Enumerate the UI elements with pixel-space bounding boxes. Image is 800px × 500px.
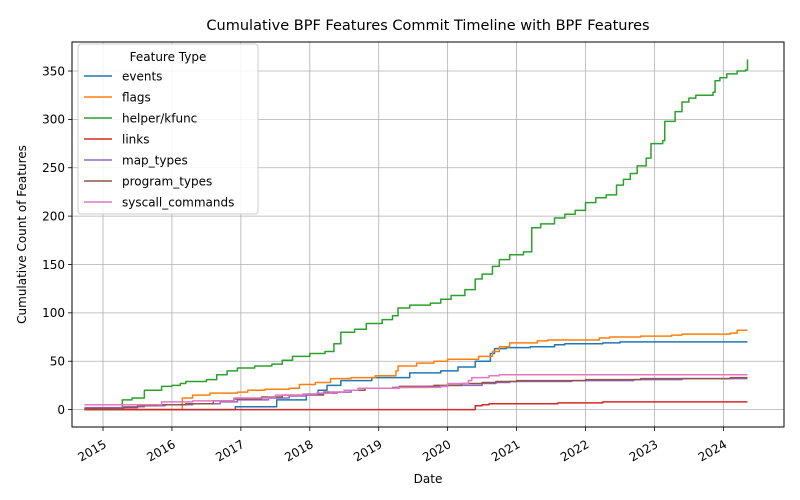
series-line-helper-kfunc: [84, 59, 749, 410]
y-tick-label: 150: [42, 258, 65, 272]
series-line-events: [84, 341, 748, 411]
y-tick-label: 350: [42, 64, 65, 78]
legend-label: map_types: [122, 153, 188, 167]
legend-label: flags: [122, 90, 151, 104]
series-lines: [84, 59, 749, 411]
legend-label: helper/kfunc: [122, 111, 197, 125]
y-tick-label: 0: [57, 403, 65, 417]
y-tick-label: 300: [42, 113, 65, 127]
y-tick-label: 250: [42, 161, 65, 175]
legend-items: events flags helper/kfunc links map_typespro…: [84, 69, 234, 209]
series-line-links: [84, 401, 748, 411]
x-tick-label: 2021: [489, 437, 522, 464]
y-axis-ticks: 0 50 100 150 200 250 300 350: [42, 64, 72, 417]
y-tick-label: 200: [42, 209, 65, 223]
series-line-flags: [84, 329, 748, 411]
x-tick-label: 2016: [144, 437, 177, 464]
series-line-program-types: [84, 376, 748, 410]
x-tick-label: 2015: [75, 437, 108, 464]
legend-title: Feature Type: [130, 50, 207, 64]
legend-item-flags: flags: [84, 90, 151, 104]
legend-label: links: [122, 132, 149, 146]
legend-item-events: events: [84, 69, 162, 83]
plot-area-frame: [71, 41, 785, 428]
legend: Feature Type events flags helper/kfunc link…: [77, 43, 259, 215]
legend-label: syscall_commands: [122, 195, 234, 209]
x-tick-label: 2024: [696, 437, 729, 464]
x-axis-label: Date: [414, 472, 443, 486]
legend-item-helper-kfunc: helper/kfunc: [84, 111, 197, 125]
legend-label: events: [122, 69, 162, 83]
y-axis-label: Cumulative Count of Features: [15, 145, 29, 324]
x-tick-label: 2023: [627, 437, 660, 464]
y-tick-label: 50: [50, 355, 65, 369]
legend-item-map-types: map_types: [84, 153, 188, 167]
x-tick-label: 2017: [213, 437, 246, 464]
legend-item-program-types: program_types: [84, 174, 212, 188]
x-tick-label: 2019: [351, 437, 384, 464]
x-tick-label: 2020: [420, 437, 453, 464]
legend-label: program_types: [122, 174, 212, 188]
legend-item-links: links: [84, 132, 149, 146]
x-tick-label: 2022: [558, 437, 591, 464]
legend-item-syscall-commands: syscall_commands: [84, 195, 234, 209]
chart-title: Cumulative BPF Features Commit Timeline …: [206, 18, 649, 34]
x-tick-label: 2018: [282, 437, 315, 464]
series-line-syscall-commands: [84, 374, 748, 406]
x-axis-ticks: 2015 2016 2017 2018 2019 2020 2021 2022 2023 2024: [75, 427, 729, 464]
legend-box: [77, 43, 259, 215]
y-tick-label: 100: [42, 306, 65, 320]
